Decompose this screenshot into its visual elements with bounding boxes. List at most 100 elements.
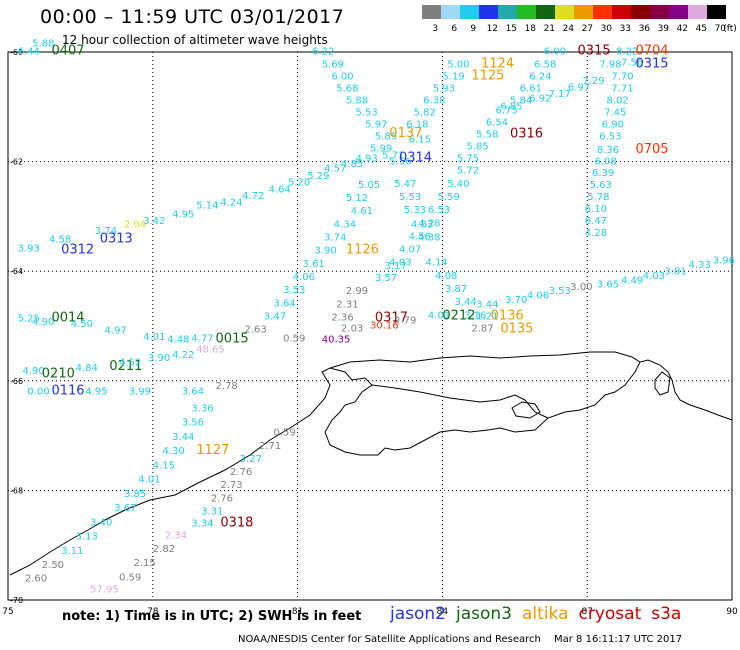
scale-swatch — [707, 5, 726, 19]
wave-height-label: 5.71 — [382, 150, 404, 161]
wave-height-label: 3.56 — [182, 418, 204, 429]
wave-height-label: 4.95 — [172, 209, 194, 220]
scale-label: 30 — [601, 24, 613, 34]
wave-height-label: 6.10 — [585, 204, 607, 215]
wave-height-label: 3.74 — [324, 233, 346, 244]
wave-height-label: 3.13 — [76, 532, 98, 543]
wave-height-label: 3.36 — [191, 403, 213, 414]
wave-height-label: 3.64 — [273, 298, 295, 309]
wave-height-label: 4.64 — [269, 184, 291, 195]
scale-label: 6 — [451, 24, 457, 34]
wave-height-label: 4.83 — [411, 219, 433, 230]
x-tick-label: 78 — [147, 607, 159, 617]
x-axis-ticks: 75 78 81 84 87 90 — [2, 607, 738, 617]
wave-height-label: 5.82 — [413, 108, 435, 119]
wave-height-label: 4.28 — [585, 228, 607, 239]
scale-swatch — [517, 5, 536, 19]
pass-time-label: 0314 — [399, 151, 432, 166]
wave-height-label: 4.97 — [105, 326, 127, 337]
wave-height-label: 6.00 — [331, 71, 353, 82]
wave-height-label: 2.71 — [259, 441, 281, 452]
wave-height-label: 3.70 — [505, 295, 527, 306]
map-frame — [7, 51, 733, 601]
map-subtitle: 12 hour collection of altimeter wave hei… — [62, 33, 328, 47]
wave-height-label: 4.15 — [153, 460, 175, 471]
wave-height-label: 3.44 — [172, 432, 194, 443]
scale-label: 9 — [470, 24, 476, 34]
wave-height-label: 7.56 — [621, 58, 643, 69]
scale-swatch — [574, 5, 593, 19]
wave-height-label: 6.18 — [406, 120, 428, 131]
wave-height-label: 4.22 — [172, 350, 194, 361]
wave-height-label: 5.33 — [404, 205, 426, 216]
wave-height-label: 8.36 — [597, 145, 619, 156]
y-tick-label: -66 — [10, 377, 23, 386]
wave-height-label: 4.90 — [22, 366, 44, 377]
wave-height-label: 2.34 — [165, 531, 187, 542]
wave-height-label: 3.81 — [664, 266, 686, 277]
wave-height-label: 4.72 — [242, 191, 264, 202]
x-tick-label: 81 — [292, 607, 303, 617]
scale-swatch — [669, 5, 688, 19]
wave-height-label: 6.75 — [495, 105, 517, 116]
legend-item-s3a: s3a — [651, 604, 682, 624]
x-tick-label: 90 — [726, 607, 738, 617]
scale-swatch — [479, 5, 498, 19]
wave-height-label: 3.53 — [283, 285, 305, 296]
scale-swatch — [498, 5, 517, 19]
y-tick-label: -60 — [10, 48, 23, 57]
coastline-interior — [371, 384, 549, 419]
wave-height-label: 3.34 — [191, 519, 213, 530]
pass-time-label: 0137 — [389, 126, 422, 141]
wave-height-label: 5.75 — [457, 154, 479, 165]
wave-height-label: 6.00 — [544, 47, 566, 58]
scale-swatch — [612, 5, 631, 19]
scale-label: (ft) — [723, 24, 737, 34]
wave-height-label: 3.67 — [114, 503, 136, 514]
wave-height-label: 8.22 — [616, 47, 638, 58]
wave-height-label: 3.57 — [375, 273, 397, 284]
wave-height-label: 57.95 — [90, 584, 119, 595]
wave-height-label: 4.01 — [428, 310, 450, 321]
wave-height-label: 4.08 — [435, 271, 457, 282]
scale-label: 21 — [544, 24, 555, 34]
pass-time-label: 0136 — [491, 308, 524, 323]
wave-height-label: 2.04 — [124, 219, 146, 230]
island — [511, 401, 541, 419]
wave-height-label: 7.17 — [549, 89, 571, 100]
wave-height-label: 4.24 — [220, 197, 242, 208]
wave-height-label: 5.05 — [358, 180, 380, 191]
wave-height-label: 4.90 — [32, 317, 54, 328]
scale-swatch — [688, 5, 707, 19]
wave-height-label: 5.68 — [336, 83, 358, 94]
wave-height-label: 5.53 — [356, 108, 378, 119]
scale-swatch — [593, 5, 612, 19]
wave-height-label: 4.01 — [143, 332, 165, 343]
pass-time-label: 0704 — [635, 44, 668, 59]
wave-height-label: 4.38 — [418, 233, 440, 244]
wave-height-label: 4.33 — [689, 260, 711, 271]
wave-height-label: 5.12 — [346, 193, 368, 204]
wave-height-label: 3.44 — [454, 297, 476, 308]
grid-lines — [8, 52, 732, 600]
wave-height-label: 2.60 — [25, 573, 47, 584]
wave-height-label: 48.65 — [196, 344, 225, 355]
wave-height-label: 0.59 — [283, 333, 305, 344]
wave-height-label: 3.53 — [549, 286, 571, 297]
scale-swatch — [631, 5, 650, 19]
credit-text: NOAA/NESDIS Center for Satellite Applica… — [238, 634, 541, 645]
wave-height-label: 7.70 — [611, 71, 633, 82]
pass-time-label: 0705 — [635, 142, 668, 157]
wave-height-label: 4.57 — [324, 163, 346, 174]
wave-height-label: 6.44 — [18, 47, 40, 58]
wave-height-label: 2.31 — [336, 299, 358, 310]
wave-height-label: 4.52 — [119, 357, 141, 368]
wave-height-label: 4.14 — [426, 258, 448, 269]
wave-height-label: 5.19 — [442, 71, 464, 82]
wave-height-label: 4.50 — [71, 319, 93, 330]
x-tick-label: 75 — [2, 607, 13, 617]
wave-height-label: 2.76 — [211, 493, 233, 504]
wave-height-label: 3.31 — [201, 507, 223, 518]
wave-height-label: 4.84 — [76, 363, 98, 374]
wave-height-label: 5.99 — [370, 144, 392, 155]
